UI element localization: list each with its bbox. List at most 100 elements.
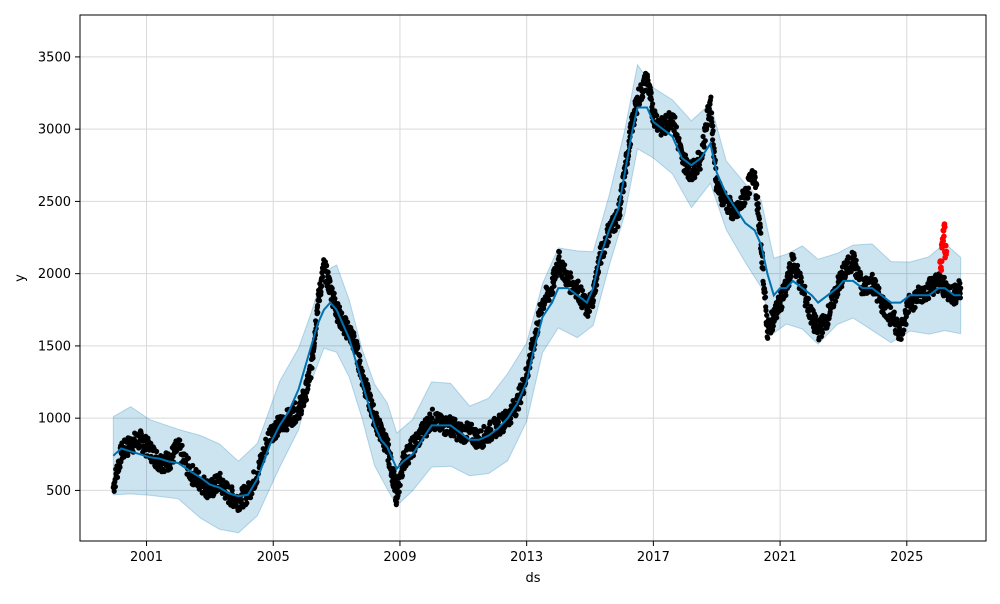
observed-point [745, 185, 752, 191]
recent-point [941, 233, 947, 240]
observed-point [788, 274, 794, 280]
observed-point [177, 437, 183, 443]
observed-point [367, 393, 374, 399]
observed-point [575, 278, 581, 284]
observed-point [590, 303, 596, 310]
plot-area [80, 15, 986, 541]
observed-point [801, 291, 808, 297]
observed-point [894, 316, 900, 322]
recent-points-layer [937, 221, 950, 274]
observed-point [941, 274, 947, 281]
observed-point [396, 489, 402, 495]
observed-point [853, 257, 859, 263]
observed-point [357, 358, 363, 364]
observed-point [898, 336, 904, 342]
observed-point [745, 195, 751, 201]
observed-point [125, 452, 131, 458]
plot-frame [79, 14, 987, 542]
observed-point [779, 304, 785, 310]
observed-point [835, 291, 841, 297]
observed-point [833, 298, 839, 304]
observed-point [700, 133, 706, 140]
observed-point [468, 421, 475, 427]
observed-point [249, 491, 255, 497]
observed-point [305, 382, 311, 388]
observed-point [754, 182, 760, 188]
observed-point [429, 415, 435, 421]
observed-point [516, 406, 522, 412]
observed-point [612, 227, 618, 233]
observed-point [315, 309, 321, 316]
observed-point [397, 482, 403, 488]
observed-point [798, 279, 805, 285]
observed-point [819, 330, 826, 336]
observed-point [136, 442, 142, 448]
observed-point [385, 437, 391, 443]
y-tick-label: 500 [46, 484, 71, 499]
observed-point [568, 274, 574, 280]
observed-point [567, 270, 574, 276]
observed-point [617, 212, 623, 218]
observed-point [117, 464, 123, 470]
observed-point [654, 112, 660, 119]
observed-point [682, 152, 689, 158]
x-tick-label: 2025 [890, 550, 923, 565]
observed-point [513, 412, 519, 418]
observed-point [709, 119, 715, 125]
observed-point [324, 263, 330, 269]
observed-point [876, 285, 882, 291]
observed-point [752, 169, 758, 176]
recent-point [943, 242, 949, 249]
observed-point [702, 138, 708, 144]
recent-point [938, 267, 945, 274]
recent-point [940, 238, 946, 244]
observed-point [590, 297, 597, 304]
observed-point [562, 262, 568, 268]
observed-point [774, 315, 780, 321]
observed-point [602, 250, 608, 256]
observed-point [196, 469, 202, 475]
observed-point [701, 144, 707, 150]
observed-point [238, 497, 244, 503]
observed-point [112, 484, 118, 490]
observed-point [791, 255, 797, 261]
observed-point [217, 470, 223, 476]
y-axis: 500 1000 1500 2000 2500 3000 3500 [38, 50, 80, 499]
observed-point [303, 397, 309, 403]
observed-point [704, 122, 711, 128]
observed-point [357, 353, 363, 359]
recent-point [938, 258, 945, 265]
observed-point [310, 355, 316, 361]
observed-point [481, 423, 487, 430]
observed-point [676, 135, 682, 141]
observed-point [556, 254, 562, 260]
observed-point [648, 97, 655, 103]
observed-point [429, 406, 435, 412]
observed-point [755, 205, 762, 211]
observed-point [770, 323, 776, 329]
observed-point [694, 170, 700, 176]
observed-point [763, 307, 769, 314]
observed-point [393, 499, 399, 505]
observed-point [912, 304, 918, 311]
observed-point [765, 335, 771, 341]
observed-point [855, 265, 861, 272]
observed-point [708, 94, 714, 100]
observed-point [757, 224, 764, 230]
y-tick-label: 3500 [38, 50, 71, 65]
observed-point [905, 309, 912, 315]
x-tick-label: 2009 [383, 550, 416, 565]
observed-point [190, 462, 196, 469]
observed-point [345, 319, 351, 325]
observed-point [755, 201, 761, 207]
observed-point [858, 271, 864, 277]
observed-point [901, 327, 907, 333]
x-axis: 2001 2005 2009 2013 2017 2021 2025 [130, 541, 923, 565]
observed-point [710, 128, 716, 134]
observed-point [546, 297, 552, 303]
observed-point [314, 302, 321, 309]
observed-point [756, 216, 763, 222]
observed-point [518, 400, 524, 406]
observed-point [309, 365, 315, 371]
